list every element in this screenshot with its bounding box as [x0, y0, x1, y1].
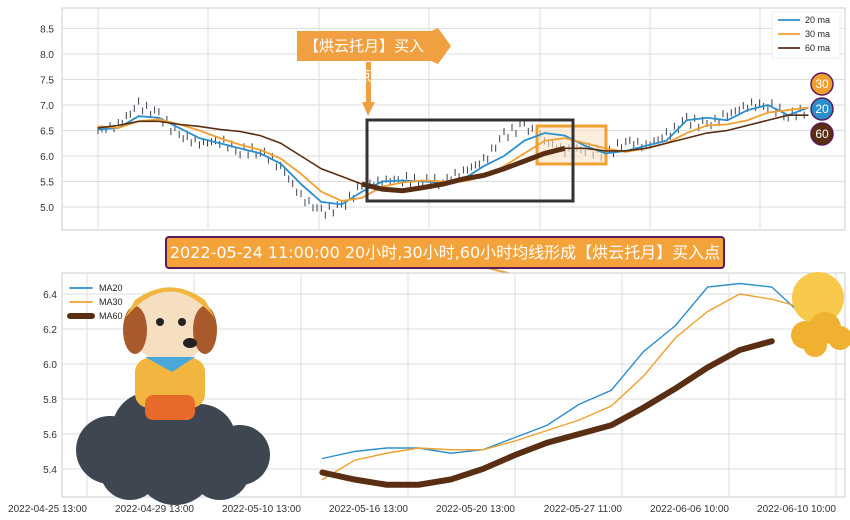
x-tick-label: 2022-06-10 10:00 [757, 504, 836, 515]
cloud-puff [100, 440, 160, 500]
down-arrow-icon [362, 102, 375, 116]
y-tick-label: 5.4 [43, 465, 57, 476]
series-line-MA20 [321, 282, 805, 460]
dog-scarf [145, 357, 195, 372]
x-tick-label: 2022-05-20 13:00 [436, 504, 515, 515]
annotation-label: 【烘云托月】买入点 [297, 31, 431, 85]
x-tick-label: 2022-06-06 10:00 [650, 504, 729, 515]
dark-cloud-illustration [76, 392, 270, 505]
highlight-box-dark [365, 118, 575, 203]
y-tick-label: 6.0 [43, 360, 57, 371]
y-tick-label: 5.8 [43, 395, 57, 406]
dog-ear [123, 306, 147, 354]
series-line-MA60 [319, 338, 775, 488]
y-tick-label: 5.5 [40, 178, 54, 189]
y-tick-label: 7.5 [40, 75, 54, 86]
legend-bottom: MA20 MA30 MA60 [67, 283, 123, 321]
series-line-60-ma-highlight [361, 145, 566, 194]
badge-30 [810, 72, 834, 96]
x-tick-label: 2022-05-27 11:00 [544, 504, 623, 515]
dog-eye [178, 318, 186, 326]
dog-ear [193, 306, 217, 354]
y-tick-label: 7.0 [40, 101, 54, 112]
y-tick-label: 5.6 [43, 430, 57, 441]
x-tick-label: 2022-05-10 13:00 [222, 504, 301, 515]
cloud-puff [190, 440, 250, 500]
y-tick-label: 6.5 [40, 126, 54, 137]
down-arrow-shaft [366, 62, 371, 104]
badge-label: 60 [815, 127, 829, 141]
badge-20 [810, 97, 834, 121]
y-tick-label: 6.0 [40, 152, 54, 163]
gold-cloud-puff [828, 326, 850, 350]
series-line-MA30 [321, 293, 805, 481]
moon-illustration [791, 272, 850, 357]
gold-cloud-puff [803, 333, 827, 357]
y-tick-label: 6.2 [43, 325, 57, 336]
x-tick-label: 2022-05-16 13:00 [329, 504, 408, 515]
x-tick-label: 2022-04-29 13:00 [115, 504, 194, 515]
y-tick-label: 6.4 [43, 290, 57, 301]
legend-label: 30 ma [805, 29, 830, 39]
dog-eye [156, 318, 164, 326]
dog-skirt [145, 395, 195, 420]
x-tick-label: 2022-04-25 13:00 [8, 504, 87, 515]
right-arrow-icon [431, 28, 451, 64]
moon [792, 272, 844, 324]
legend-label: MA30 [99, 297, 123, 307]
banner: 2022-05-24 11:00:00 20小时,30小时,60小时均线形成【烘… [165, 236, 725, 269]
y-tick-label: 5.0 [40, 203, 54, 214]
legend-top: 20 ma 30 ma 60 ma [771, 11, 841, 59]
badge-label: 30 [815, 77, 829, 91]
y-tick-label: 8.5 [40, 24, 54, 35]
legend-label: MA60 [99, 311, 123, 321]
legend-label: 60 ma [805, 43, 830, 53]
badge-label: 20 [815, 102, 829, 116]
badge-60 [810, 122, 834, 146]
legend-label: MA20 [99, 283, 123, 293]
dog-hat [125, 287, 215, 318]
dog-illustration [123, 287, 217, 420]
legend-label: 20 ma [805, 15, 830, 25]
dog-nose [183, 338, 197, 348]
y-tick-label: 8.0 [40, 50, 54, 61]
